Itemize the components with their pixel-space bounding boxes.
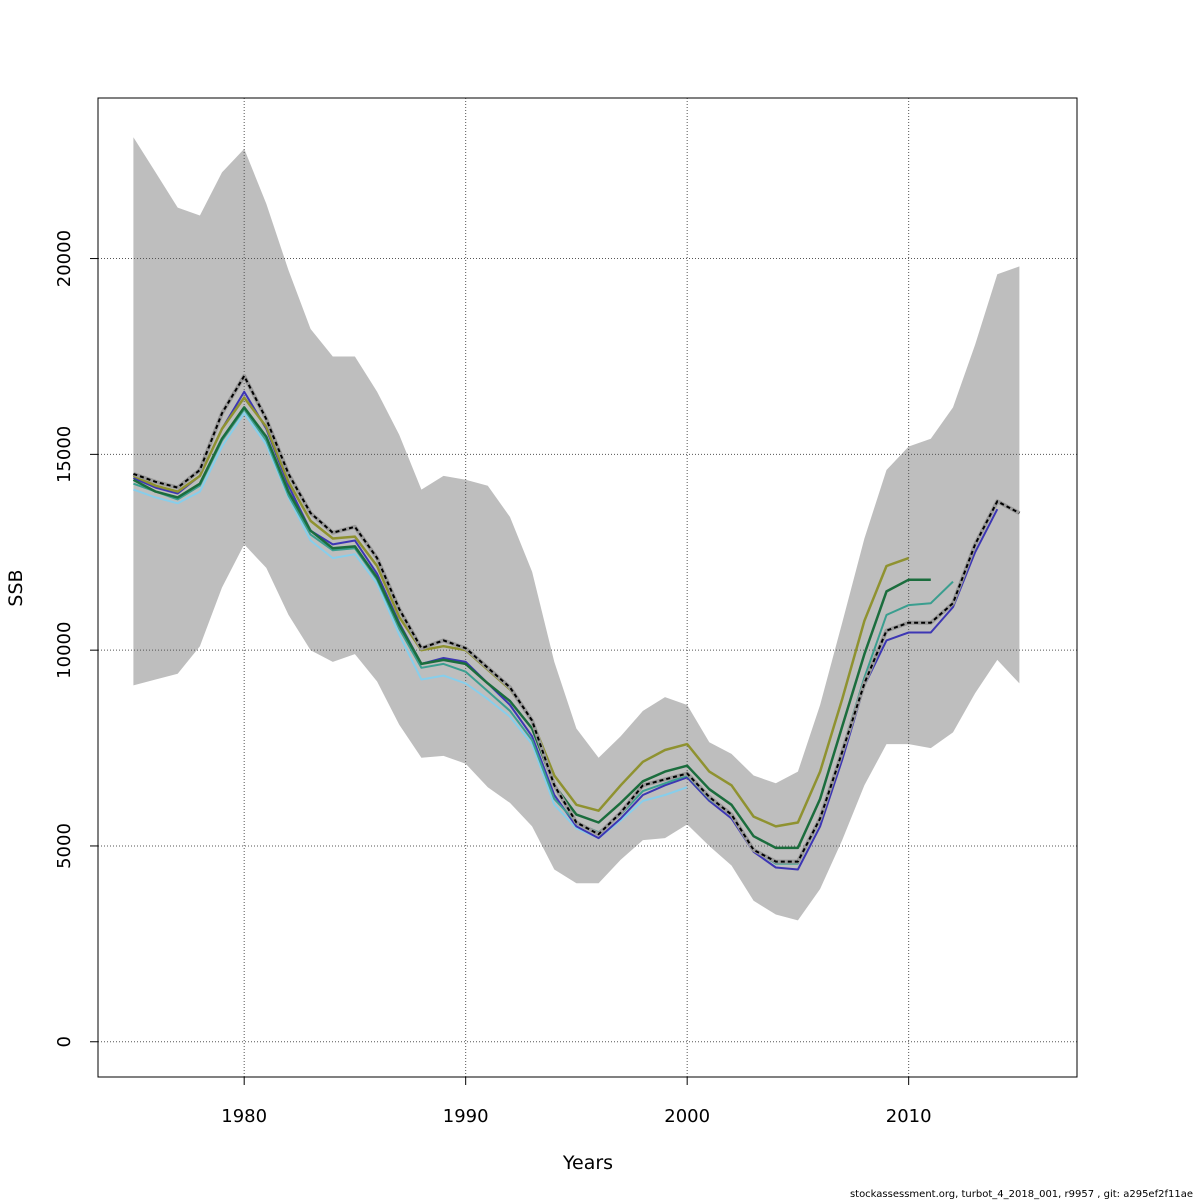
- y-tick-label: 5000: [54, 823, 75, 869]
- y-axis-ticks: 0 5000 10000 15000 20000: [54, 230, 98, 1048]
- y-axis-title: SSB: [5, 569, 27, 606]
- footer-credit: stockassessment.org, turbot_4_2018_001, …: [850, 1189, 1193, 1200]
- y-tick-label: 15000: [54, 426, 75, 483]
- y-tick-label: 10000: [54, 622, 75, 679]
- plot-frame: [97, 97, 1078, 1078]
- series-line-3: [132, 406, 931, 850]
- x-tick-label: 1990: [443, 1106, 489, 1127]
- y-tick-label: 0: [54, 1036, 75, 1047]
- series-layer: [132, 374, 1021, 871]
- x-axis-title: Years: [562, 1152, 613, 1174]
- x-tick-label: 2000: [664, 1106, 710, 1127]
- grid-layer: [98, 98, 1077, 1077]
- y-tick-label: 20000: [54, 230, 75, 287]
- series-line-5: [133, 375, 1020, 863]
- x-tick-label: 1980: [221, 1106, 267, 1127]
- x-axis-ticks: 1980 1990 2000 2010: [221, 1077, 932, 1127]
- x-tick-label: 2010: [886, 1106, 932, 1127]
